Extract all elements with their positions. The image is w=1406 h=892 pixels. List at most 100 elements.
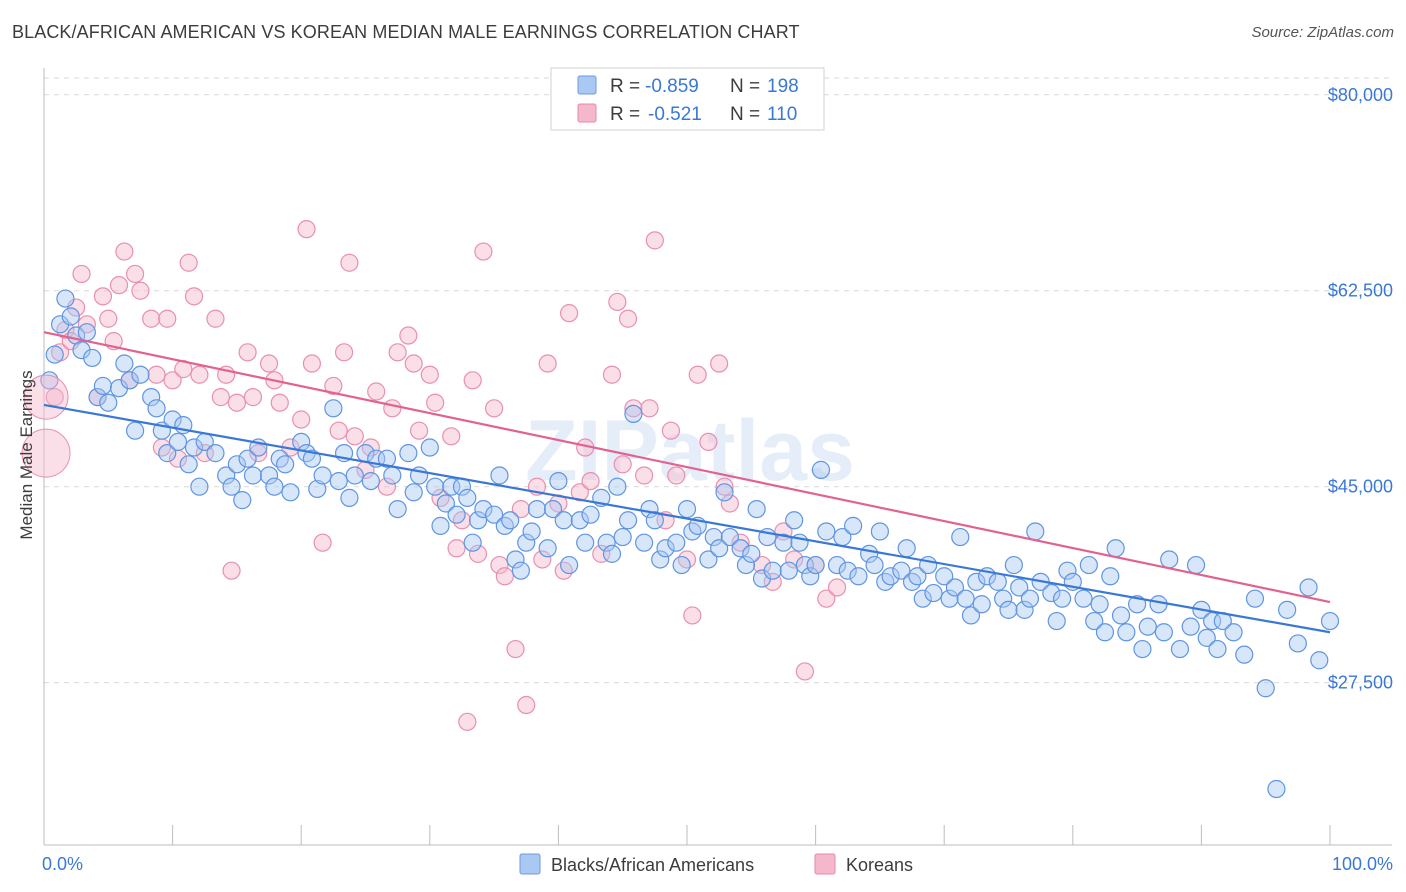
bottom-legend-label-pink: Koreans <box>846 855 913 875</box>
blue-point <box>988 572 1007 591</box>
pink-point <box>506 639 525 659</box>
blue-point <box>838 561 857 580</box>
blue-point <box>538 539 557 558</box>
blue-point <box>206 444 225 463</box>
blue-point <box>324 399 343 418</box>
blue-point <box>1058 561 1077 580</box>
watermark: ZIPatlas <box>525 403 855 499</box>
blue-point <box>1288 634 1307 653</box>
pink-point <box>158 309 177 328</box>
pink-point <box>458 712 477 731</box>
blue-point <box>329 471 348 491</box>
blue-point <box>158 444 177 463</box>
pink-point <box>688 365 707 384</box>
blue-point <box>243 466 263 485</box>
blue-point <box>61 307 80 326</box>
blue-point <box>1085 611 1104 631</box>
blue-point <box>549 471 568 491</box>
blue-point <box>543 499 563 519</box>
blue-point <box>651 550 670 569</box>
x-tick-label-0: 0.0% <box>42 854 83 874</box>
blue-point <box>1004 555 1023 575</box>
blue-point <box>308 479 327 499</box>
blue-point <box>1299 578 1318 597</box>
blue-point <box>1245 589 1265 608</box>
pink-point <box>602 365 622 384</box>
blue-point <box>227 455 246 474</box>
pink-point <box>211 388 230 407</box>
blue-trend-line <box>43 403 1331 634</box>
blue-point <box>635 533 654 552</box>
blue-point <box>892 561 911 580</box>
pink-point <box>683 606 702 625</box>
pink-point <box>190 365 209 384</box>
y-tick-label-3: $27,500 <box>1328 673 1393 693</box>
blue-point <box>876 572 895 591</box>
blue-point <box>447 505 466 524</box>
pink-point <box>324 376 343 396</box>
gridlines <box>44 77 1392 684</box>
pink-point <box>463 371 482 390</box>
pink-point <box>345 427 364 446</box>
pink-point <box>710 354 729 373</box>
blue-point <box>613 527 632 547</box>
blue-point <box>956 589 975 608</box>
blue-point <box>817 522 836 541</box>
blue-point <box>1208 639 1227 659</box>
blue-point <box>527 499 547 519</box>
blue-point <box>93 376 113 396</box>
pink-point <box>131 281 150 300</box>
pink-point <box>72 264 91 284</box>
blue-point <box>951 527 970 547</box>
blue-point <box>426 477 445 496</box>
blue-point <box>495 516 514 535</box>
pink-point <box>795 662 814 681</box>
blue-point <box>1138 617 1157 636</box>
pink-point <box>115 242 134 261</box>
y-tick-label-0: $80,000 <box>1328 85 1393 105</box>
pink-point <box>206 309 225 328</box>
blue-point <box>699 550 718 569</box>
blue-point <box>715 483 734 502</box>
blue-point <box>560 555 579 575</box>
pink-point <box>731 533 750 552</box>
blue-point <box>1095 623 1115 642</box>
blue-point <box>913 589 932 608</box>
pink-point <box>618 309 638 328</box>
pink-point <box>533 550 552 569</box>
pink-point <box>184 287 204 306</box>
blue-point <box>1235 645 1254 664</box>
blue-point <box>881 567 900 586</box>
blue-point <box>485 505 504 524</box>
blue-point <box>742 544 761 563</box>
blue-point <box>276 455 295 474</box>
blue-point <box>184 438 204 457</box>
pink-point <box>238 343 257 362</box>
pink-point <box>77 315 96 334</box>
legend-r-label-pink: R = <box>610 104 640 125</box>
pink-point <box>222 561 241 580</box>
blue-point <box>1026 522 1045 541</box>
blue-point <box>704 527 723 547</box>
blue-point <box>1010 578 1029 597</box>
pink-point <box>56 320 75 340</box>
stats-legend: R = -0.859 N = 198 R = -0.521 N = 110 <box>550 67 825 131</box>
blue-point <box>1160 550 1179 569</box>
blue-point <box>238 449 257 468</box>
blue-point <box>377 449 397 468</box>
blue-point <box>747 499 766 519</box>
pink-point <box>93 287 113 306</box>
pink-point <box>227 393 246 412</box>
pink-point <box>431 488 450 507</box>
pink-trend-line <box>43 331 1331 604</box>
blue-point <box>865 555 884 575</box>
blue-point <box>710 539 729 558</box>
blue-point <box>1181 617 1200 636</box>
axes <box>43 68 1392 846</box>
blue-point <box>801 567 820 586</box>
blue-point <box>554 511 573 530</box>
blue-point <box>1111 606 1131 625</box>
legend-n-label-blue: N = <box>730 76 760 97</box>
blue-point <box>608 477 627 496</box>
